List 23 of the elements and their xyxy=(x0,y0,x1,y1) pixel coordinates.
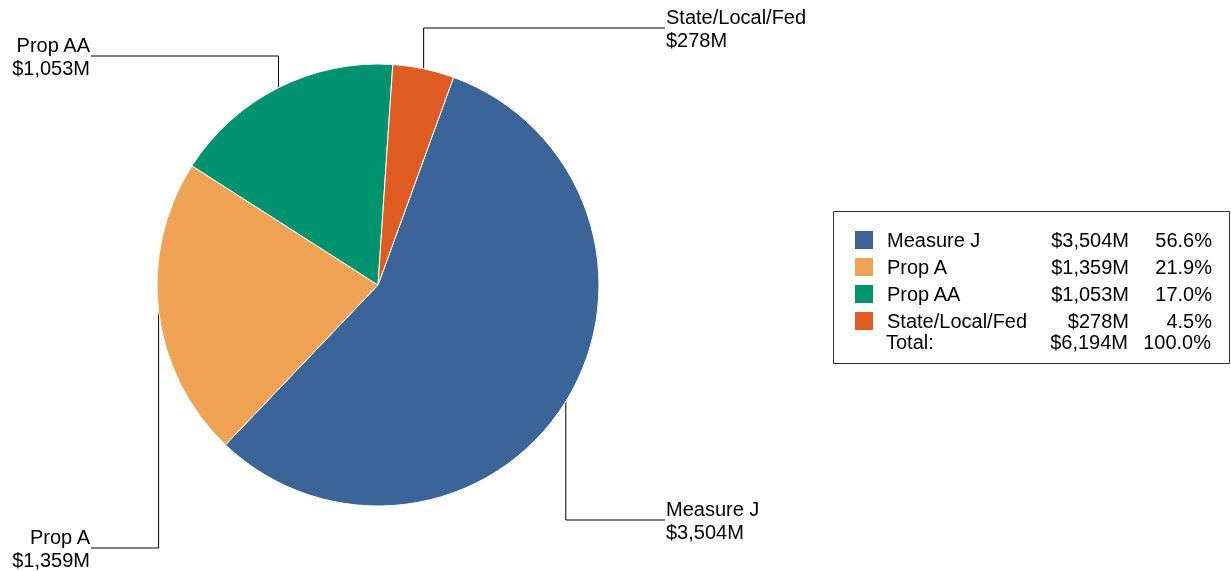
text: $1,053M xyxy=(1051,283,1129,305)
legend-label: Prop A xyxy=(887,256,948,278)
slice-label: Measure J xyxy=(666,497,760,520)
data-label: $3,504M xyxy=(666,520,744,543)
data-label: $1,359M xyxy=(12,548,90,571)
slice-label: Prop A xyxy=(29,525,91,548)
text: $6,194M xyxy=(1050,331,1128,353)
text: 21.9% xyxy=(1155,256,1213,278)
text: $3,504M xyxy=(1051,229,1129,251)
text: $1,359M xyxy=(1051,256,1129,278)
text: 4.5% xyxy=(1166,310,1213,332)
slice-label: Prop AA xyxy=(16,33,91,56)
text: 100.0% xyxy=(1143,331,1212,353)
data-label: $1,053M xyxy=(12,56,90,79)
data-label: $278M xyxy=(666,28,728,51)
legend-label: Measure J xyxy=(887,229,981,251)
text: Total: xyxy=(886,331,934,353)
text: 56.6% xyxy=(1155,229,1213,251)
slice-label: State/Local/Fed xyxy=(666,5,807,28)
legend-label: Prop AA xyxy=(887,283,962,305)
text: $278M xyxy=(1067,310,1129,332)
legend-label: State/Local/Fed xyxy=(887,310,1028,332)
text: 17.0% xyxy=(1155,283,1213,305)
